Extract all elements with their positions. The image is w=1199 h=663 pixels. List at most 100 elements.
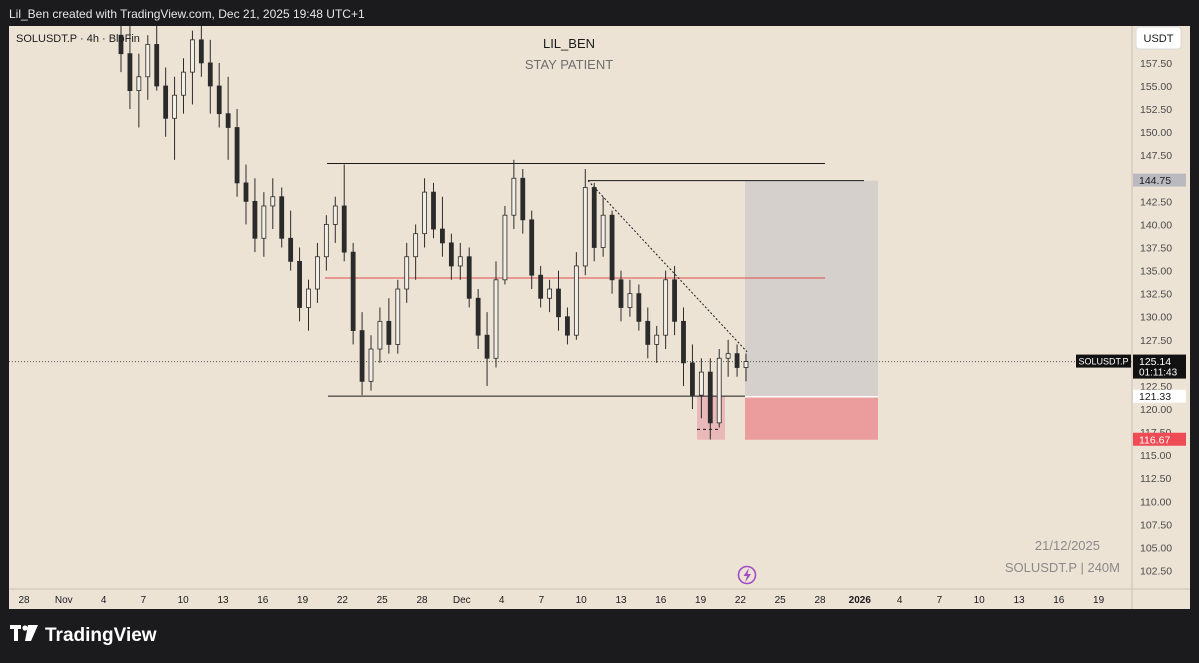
y-tick-label: 130.00	[1140, 312, 1172, 324]
candle-body	[118, 34, 124, 55]
candle[interactable]	[690, 344, 695, 410]
candle[interactable]	[440, 196, 445, 257]
candle[interactable]	[234, 109, 240, 197]
candle[interactable]	[350, 242, 356, 345]
target-zone	[745, 180, 878, 397]
candle[interactable]	[502, 205, 508, 285]
candle[interactable]	[582, 169, 588, 276]
y-tick-label: 120.00	[1140, 404, 1172, 416]
candle[interactable]	[386, 298, 392, 354]
candle-body	[127, 53, 133, 92]
candle[interactable]	[181, 58, 186, 114]
candle-body	[315, 256, 320, 290]
candle[interactable]	[145, 35, 151, 100]
candle[interactable]	[172, 76, 177, 160]
candle[interactable]	[475, 289, 481, 350]
candle[interactable]	[377, 307, 383, 363]
candle[interactable]	[520, 169, 526, 234]
candle[interactable]	[681, 307, 686, 386]
candle[interactable]	[315, 242, 320, 303]
candle[interactable]	[609, 210, 615, 294]
candlestick-chart[interactable]: SOLUSDT.P · 4h · BloFin LIL_BEN STAY PAT…	[9, 26, 1190, 609]
candle[interactable]	[707, 358, 713, 440]
lightning-icon[interactable]	[737, 565, 757, 585]
candle[interactable]	[457, 242, 463, 280]
candle[interactable]	[654, 325, 660, 363]
candle[interactable]	[431, 182, 436, 239]
candle[interactable]	[493, 261, 499, 368]
candle-body	[154, 44, 160, 87]
chart-panel[interactable]: SOLUSDT.P · 4h · BloFin LIL_BEN STAY PAT…	[9, 26, 1190, 609]
candle[interactable]	[368, 335, 374, 391]
candle[interactable]	[332, 196, 338, 243]
x-tick-label: 4	[499, 595, 505, 606]
candle[interactable]	[627, 279, 633, 317]
candle[interactable]	[484, 312, 490, 386]
candle[interactable]	[198, 26, 204, 77]
candle[interactable]	[511, 159, 517, 230]
candle[interactable]	[136, 53, 142, 128]
candle[interactable]	[422, 178, 427, 248]
candle-body	[466, 256, 472, 299]
candle[interactable]	[154, 26, 160, 91]
candle[interactable]	[359, 312, 365, 396]
candle-body	[234, 127, 240, 184]
currency-button[interactable]: USDT	[1135, 26, 1182, 50]
price-tag-label: 125.14	[1139, 356, 1171, 368]
candle[interactable]	[645, 307, 651, 359]
candle[interactable]	[323, 215, 329, 271]
candle[interactable]	[743, 353, 749, 382]
candle[interactable]	[529, 210, 535, 290]
candle[interactable]	[279, 187, 285, 248]
candle[interactable]	[466, 247, 472, 308]
candle[interactable]	[618, 270, 624, 322]
candle[interactable]	[395, 279, 401, 354]
candle[interactable]	[404, 242, 410, 303]
descending-trendline[interactable]	[587, 180, 748, 353]
x-tick-label: Nov	[55, 595, 73, 606]
candle[interactable]	[252, 178, 258, 253]
candle[interactable]	[127, 26, 133, 110]
candle[interactable]	[190, 30, 195, 105]
candle[interactable]	[636, 284, 642, 331]
candle[interactable]	[716, 349, 722, 428]
x-tick-label: 10	[974, 595, 986, 606]
candle[interactable]	[163, 67, 169, 137]
candle-body	[672, 279, 677, 322]
candle[interactable]	[297, 247, 302, 322]
candle[interactable]	[306, 279, 311, 331]
candle[interactable]	[672, 265, 677, 336]
candle[interactable]	[243, 164, 249, 225]
candle-body	[725, 353, 731, 359]
candle-body	[645, 320, 651, 345]
candle[interactable]	[448, 233, 454, 280]
candle[interactable]	[734, 344, 740, 377]
candle[interactable]	[341, 164, 347, 262]
tradingview-logo-icon	[10, 625, 38, 647]
candle-body	[332, 205, 338, 225]
candle-body	[734, 353, 740, 368]
brand-footer[interactable]: TradingView	[10, 625, 157, 647]
candle-body	[690, 362, 695, 396]
candle[interactable]	[413, 224, 419, 280]
candle[interactable]	[270, 178, 276, 230]
candle[interactable]	[573, 252, 579, 340]
candle[interactable]	[698, 358, 704, 419]
candle[interactable]	[556, 270, 561, 331]
x-tick-label: Dec	[453, 595, 471, 606]
candle-body	[288, 237, 294, 262]
candle[interactable]	[261, 192, 267, 257]
candle[interactable]	[207, 39, 213, 114]
candle-body	[538, 274, 544, 299]
candle[interactable]	[288, 210, 294, 271]
candle[interactable]	[118, 26, 124, 73]
candle[interactable]	[538, 265, 544, 308]
candle[interactable]	[216, 62, 222, 128]
candle[interactable]	[565, 307, 570, 345]
candle[interactable]	[725, 339, 731, 377]
candle[interactable]	[663, 270, 669, 350]
candle[interactable]	[225, 76, 231, 160]
candle[interactable]	[600, 196, 606, 257]
candle[interactable]	[591, 182, 597, 262]
candle[interactable]	[547, 279, 552, 313]
